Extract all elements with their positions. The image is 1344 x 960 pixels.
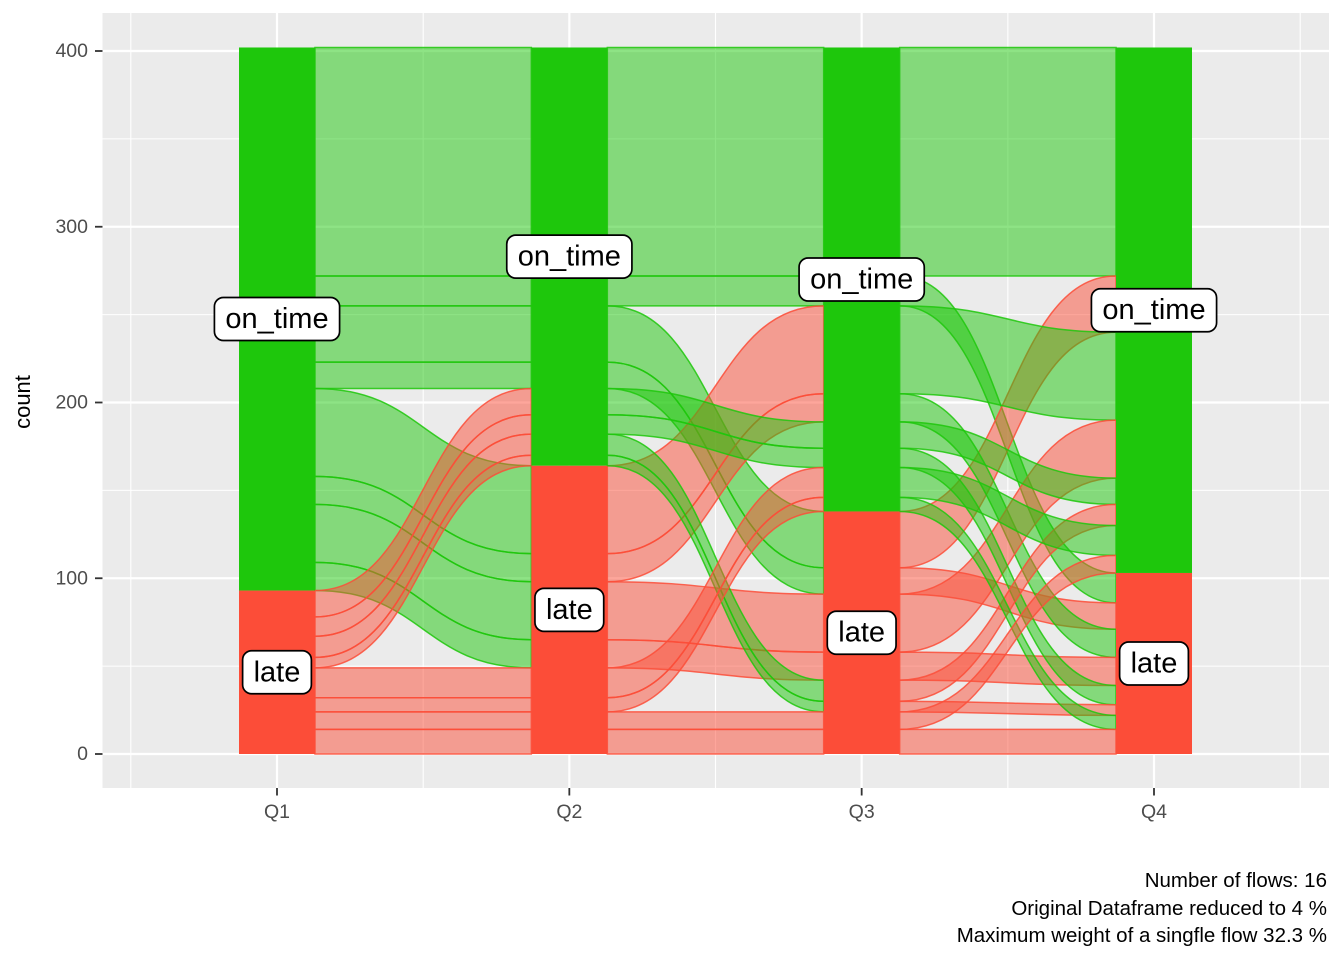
flow-ribbon [314,275,533,307]
stratum-label-box [798,257,926,302]
flow-ribbon [314,305,533,363]
caption-line-reduced: Original Dataframe reduced to 4 % [1011,896,1327,920]
stratum-label-Q4-on-time: on_time [1102,294,1205,326]
stratum-label-box [534,587,605,633]
stratum-label-Q4-late: late [1131,647,1178,679]
stratum-label-box [213,296,341,342]
flow-ribbon [898,46,1117,277]
flow-ribbon [606,275,825,307]
stratum-label-Q3-late: late [838,617,885,649]
flow-ribbon [314,667,533,699]
flow-ribbon [314,361,533,390]
y-tick-label: 400 [55,40,88,62]
x-tick-label-Q4: Q4 [1141,801,1167,823]
flow-ribbon [314,711,533,731]
stratum-label-box [1118,641,1190,686]
stratum-label-box [826,610,897,656]
y-tick-label: 200 [55,392,88,414]
flow-ribbon [314,697,533,713]
stratum-label-Q1-late: late [254,656,301,688]
caption-line-max: Maximum weight of a singfle flow 32.3 % [956,924,1327,947]
y-axis-title: count [10,375,35,429]
stratum-label-Q3-on-time: on_time [810,263,913,295]
flow-ribbon [606,46,825,277]
stratum-label-Q2-late: late [546,594,593,626]
x-tick-label-Q1: Q1 [264,801,290,823]
x-tick-label-Q3: Q3 [849,801,875,823]
y-tick-label: 0 [77,743,88,765]
stratum-label-box [1090,287,1218,333]
caption-line-flows: Number of flows: 16 [1144,869,1327,892]
stratum-label-box [505,234,633,279]
caption: Number of flows: 16 Original Dataframe r… [957,867,1327,950]
flow-ribbon [314,46,533,277]
x-tick-label-Q2: Q2 [556,801,582,823]
flow-ribbon [314,728,533,755]
flow-ribbon [606,711,825,731]
flow-ribbon [606,728,825,755]
stratum-label-box [241,649,313,695]
flow-ribbon [898,728,1117,755]
stratum-label-Q2-on-time: on_time [518,241,621,273]
y-tick-label: 100 [55,567,88,589]
y-tick-label: 300 [55,216,88,238]
stratum-label-Q1-on-time: on_time [225,303,328,335]
